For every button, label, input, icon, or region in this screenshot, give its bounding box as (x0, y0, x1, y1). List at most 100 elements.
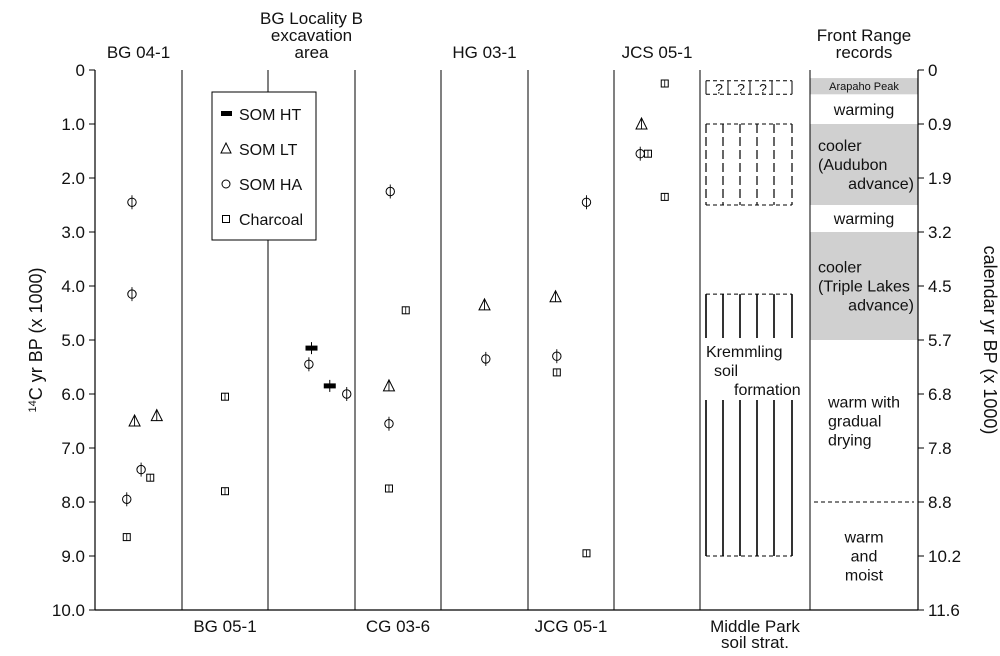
point-square-3-1 (146, 473, 155, 482)
point-circle-2-10 (581, 195, 592, 210)
left-tick-label-8: 8.0 (61, 493, 85, 512)
point-circle-2-1 (127, 287, 137, 302)
point-triangle-1-0 (128, 413, 141, 427)
left-tick-label-3: 3.0 (61, 223, 85, 242)
legend-label-2: SOM HA (239, 177, 302, 194)
legend-label-0: SOM HT (239, 107, 301, 124)
axis-labels: 14C yr BP (x 1000) calendar yr BP (x 1000… (26, 246, 1000, 435)
column-label-middlepark-1: soil strat. (721, 633, 789, 652)
point-bar-0-1 (323, 379, 336, 392)
legend-label-3: Charcoal (239, 212, 303, 229)
point-triangle-1-5 (635, 116, 648, 130)
point-square-3-7 (582, 549, 591, 558)
column-label-bglocb-2: area (294, 43, 329, 62)
column-label-hg03-0: HG 03-1 (452, 43, 516, 62)
right-tick-label-1: 0.9 (928, 115, 952, 134)
uncertain-question-2: ? (759, 80, 767, 96)
point-circle-2-2 (136, 462, 146, 477)
legend-label-1: SOM LT (239, 142, 298, 159)
point-square-3-0 (122, 533, 131, 542)
front-range-text-4-0: cooler (818, 260, 862, 277)
left-tick-label-6: 6.0 (61, 385, 85, 404)
point-circle-2-8 (481, 351, 491, 366)
front-range-text-2-1: (Audubon (818, 157, 887, 174)
front-range-text-1-0: warming (833, 102, 894, 119)
legend-marker-circle (221, 179, 231, 189)
right-tick-label-10: 11.6 (928, 601, 960, 620)
soil-label-2: formation (734, 382, 801, 399)
point-circle-2-0 (127, 195, 137, 210)
right-tick-label-0: 0 (928, 61, 937, 80)
point-square-3-5 (384, 484, 393, 493)
point-triangle-1-1 (150, 408, 164, 422)
front-range-text-5-0: warm with (827, 395, 900, 412)
front-range-text-4-2: advance) (848, 298, 914, 315)
left-tick-label-5: 5.0 (61, 331, 85, 350)
right-tick-label-6: 6.8 (928, 385, 952, 404)
front-range-records: Arapaho Peak warming cooler (Audubon advance… (814, 81, 914, 585)
right-tick-label-3: 3.2 (928, 223, 952, 242)
column-dividers (181, 70, 811, 610)
point-square-3-3 (221, 487, 229, 496)
left-axis-title-main: C yr BP (x 1000) (26, 268, 46, 401)
point-circle-2-7 (384, 416, 394, 431)
soil-label-1: soil (714, 363, 738, 380)
column-label-frontrange-1: records (836, 43, 893, 62)
right-axis-title: calendar yr BP (x 1000) (980, 246, 1000, 435)
column-label-jcg05-0: JCG 05-1 (535, 617, 608, 636)
right-tick-label-7: 7.8 (928, 439, 952, 458)
axis-ticks: 0 1.0 2.0 3.0 4.0 5.0 6.0 7.0 8.0 9.0 10.0 0 0.9 1.9 3… (52, 61, 961, 620)
column-label-cg03-0: CG 03-6 (366, 617, 430, 636)
point-square-3-9 (643, 149, 652, 158)
front-range-text-5-2: drying (828, 433, 872, 450)
left-tick-label-1: 1.0 (61, 115, 85, 134)
column-label-bglocb-0: BG Locality B (260, 9, 363, 28)
point-circle-2-11 (635, 146, 645, 161)
point-square-3-6 (552, 368, 561, 377)
left-tick-label-9: 9.0 (61, 547, 85, 566)
point-circle-2-3 (122, 492, 132, 507)
point-square-3-4 (401, 306, 410, 315)
front-range-shaded-band-4 (810, 232, 918, 340)
soil-label-bg (702, 338, 800, 400)
point-triangle-1-3 (478, 297, 491, 311)
column-label-bglocb-1: excavation (271, 26, 352, 45)
front-range-text-4-1: (Triple Lakes (818, 279, 910, 296)
front-range-text-2-0: cooler (818, 138, 862, 155)
point-circle-2-9 (552, 349, 562, 364)
point-circle-2-6 (385, 184, 395, 199)
column-label-middlepark-0: Middle Park (710, 617, 800, 636)
left-tick-label-7: 7.0 (61, 439, 85, 458)
front-range-text-3-0: warming (833, 211, 894, 228)
left-axis-title-superscript: 14 (27, 400, 39, 412)
front-range-text-6-1: and (851, 549, 878, 566)
front-range-text-6-2: moist (845, 568, 884, 585)
point-square-3-8 (660, 79, 669, 88)
right-tick-label-5: 5.7 (928, 331, 952, 350)
front-range-text-5-1: gradual (828, 414, 881, 431)
column-label-jcs05-0: JCS 05-1 (622, 43, 693, 62)
point-square-3-2 (221, 392, 229, 401)
left-tick-label-0: 0 (76, 61, 85, 80)
legend-marker-triangle (220, 141, 232, 154)
front-range-shading (810, 78, 918, 340)
left-tick-label-2: 2.0 (61, 169, 85, 188)
front-range-text-6-0: warm (843, 530, 883, 547)
point-triangle-1-2 (382, 378, 396, 392)
right-tick-label-9: 10.2 (928, 547, 961, 566)
legend: SOM HT SOM LT SOM HA Charcoal (211, 91, 317, 241)
legend-marker-square (222, 215, 230, 223)
front-range-text-0-0: Arapaho Peak (829, 81, 899, 93)
data-points (122, 79, 669, 558)
front-range-shaded-band-2 (810, 124, 918, 205)
legend-marker-bar (221, 111, 232, 116)
point-bar-0-0 (305, 342, 318, 355)
left-tick-label-4: 4.0 (61, 277, 85, 296)
point-circle-2-5 (342, 387, 352, 401)
uncertain-question-1: ? (737, 80, 745, 96)
column-label-bg04-0: BG 04-1 (107, 43, 170, 62)
column-labels: BG 04-1 BG 05-1 BG Locality Bexcavationare… (107, 9, 911, 652)
point-circle-2-4 (304, 357, 314, 372)
front-range-text-2-2: advance) (848, 176, 914, 193)
